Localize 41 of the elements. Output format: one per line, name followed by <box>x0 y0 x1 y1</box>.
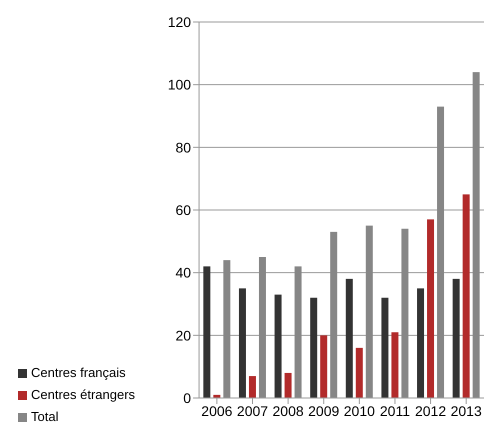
y-tick-label: 60 <box>175 202 192 218</box>
bar <box>401 228 408 398</box>
y-tick-label: 40 <box>175 264 192 281</box>
x-tick-label: 2008 <box>272 402 304 419</box>
y-tick-label: 80 <box>175 139 192 156</box>
bar <box>310 298 318 398</box>
bar <box>356 348 363 398</box>
y-tick-label: 100 <box>168 76 192 93</box>
bar <box>284 372 292 398</box>
bar <box>203 266 210 398</box>
legend-label: Centres français <box>31 365 126 380</box>
bar <box>346 278 353 398</box>
bar <box>258 257 266 398</box>
bar <box>320 335 328 398</box>
legend-label: Centres étrangers <box>31 387 136 402</box>
bar <box>238 288 246 398</box>
bar <box>366 226 373 398</box>
bar <box>274 294 282 398</box>
x-tick-label: 2011 <box>380 402 410 419</box>
x-tick-label: 2010 <box>344 402 376 419</box>
bar <box>223 260 230 398</box>
x-tick-label: 2012 <box>414 402 446 419</box>
x-tick-label: 2007 <box>236 402 268 419</box>
bar <box>381 298 388 398</box>
bar <box>427 219 434 398</box>
y-tick-label: 20 <box>175 327 192 344</box>
bar <box>294 266 302 398</box>
bar <box>248 376 256 398</box>
x-tick-label: 2006 <box>201 402 233 419</box>
bar <box>417 288 424 398</box>
bar <box>437 106 444 398</box>
bar <box>330 232 338 398</box>
bar <box>472 72 480 398</box>
bar <box>462 194 470 398</box>
x-tick-label: 2013 <box>450 402 482 419</box>
x-tick-label: 2009 <box>308 402 340 419</box>
y-tick-label: 0 <box>183 390 192 406</box>
legend-label: Total <box>31 409 58 424</box>
bar <box>391 332 398 398</box>
y-tick-label: 120 <box>168 14 192 30</box>
bar <box>452 278 460 398</box>
